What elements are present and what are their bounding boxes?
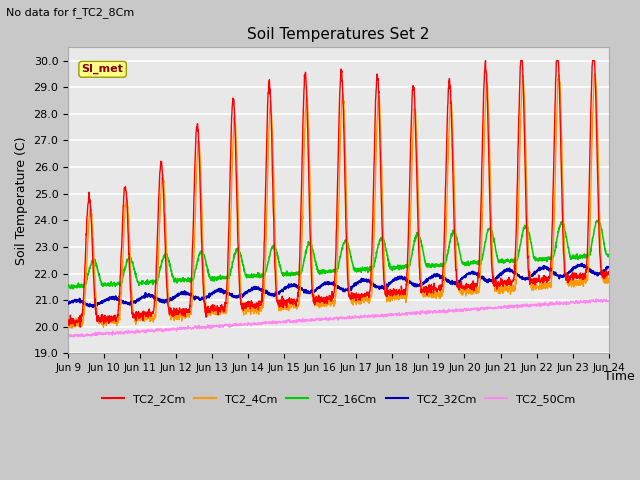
Legend: TC2_2Cm, TC2_4Cm, TC2_16Cm, TC2_32Cm, TC2_50Cm: TC2_2Cm, TC2_4Cm, TC2_16Cm, TC2_32Cm, TC… [97, 389, 580, 409]
Text: No data for f_TC2_8Cm: No data for f_TC2_8Cm [6, 7, 134, 18]
Title: Soil Temperatures Set 2: Soil Temperatures Set 2 [247, 27, 429, 42]
Y-axis label: Soil Temperature (C): Soil Temperature (C) [15, 136, 28, 264]
Text: SI_met: SI_met [82, 64, 124, 74]
X-axis label: Time: Time [604, 370, 635, 383]
